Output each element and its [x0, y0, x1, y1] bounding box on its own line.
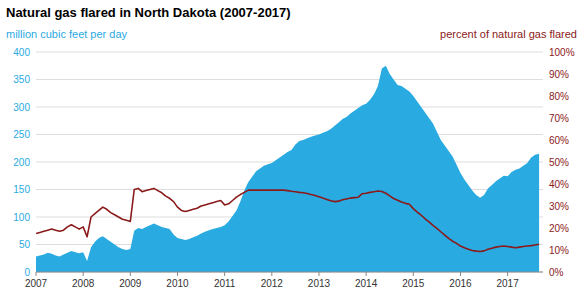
y2-tick-label: 60%	[549, 135, 569, 146]
y2-tick-label: 100%	[549, 47, 575, 58]
y2-tick-label: 80%	[549, 91, 569, 102]
x-tick-label: 2015	[402, 278, 425, 289]
x-tick-label: 2009	[119, 278, 142, 289]
y-tick-label: 250	[13, 129, 30, 140]
x-tick-label: 2008	[72, 278, 95, 289]
y-tick-label: 300	[13, 102, 30, 113]
x-axis-line	[36, 272, 543, 273]
area	[36, 66, 539, 272]
line	[36, 188, 539, 251]
title: Natural gas flared in North Dakota (2007…	[6, 5, 291, 20]
y-tick-label: 100	[13, 212, 30, 223]
y2-tick-label: 70%	[549, 113, 569, 124]
x-tick	[130, 272, 131, 276]
x-tick	[507, 272, 508, 276]
grid-line	[36, 79, 543, 80]
x-tick-label: 2012	[261, 278, 284, 289]
x-tick	[318, 272, 319, 276]
y-tick-label: 200	[13, 157, 30, 168]
x-tick-label: 2010	[166, 278, 189, 289]
grid	[36, 52, 543, 272]
y2-tick-label: 30%	[549, 201, 569, 212]
grid-line	[36, 272, 543, 273]
x-tick	[271, 272, 272, 276]
y-tick-label: 400	[13, 47, 30, 58]
y2-tick-label: 50%	[549, 157, 569, 168]
x-tick	[224, 272, 225, 276]
x-tick-label: 2014	[355, 278, 378, 289]
y2-tick-label: 10%	[549, 245, 569, 256]
x-tick-label: 2013	[308, 278, 331, 289]
x-tick-label: 2017	[497, 278, 520, 289]
x-tick	[460, 272, 461, 276]
y-axis-label: million cubic feet per day	[6, 28, 128, 40]
y-tick-label: 150	[13, 184, 30, 195]
y2-tick-label: 0%	[549, 267, 564, 278]
x-tick	[366, 272, 367, 276]
y2-axis-label: percent of natural gas flared	[440, 28, 577, 40]
x-tick	[177, 272, 178, 276]
x-tick-label: 2011	[214, 278, 236, 289]
chart: Natural gas flared in North Dakota (2007…	[0, 0, 583, 299]
x-tick	[83, 272, 84, 276]
grid-line	[36, 52, 543, 53]
grid-line	[36, 107, 543, 108]
y-tick-label: 0	[24, 267, 30, 278]
y-tick-label: 350	[13, 74, 30, 85]
x-tick-label: 2007	[25, 278, 48, 289]
x-tick	[413, 272, 414, 276]
y2-tick-label: 40%	[549, 179, 569, 190]
grid-line	[36, 134, 543, 135]
y-tick-label: 50	[19, 239, 31, 250]
y2-tick-label: 90%	[549, 69, 569, 80]
x-tick	[36, 272, 37, 276]
x-tick-label: 2016	[449, 278, 472, 289]
y2-tick-label: 20%	[549, 223, 569, 234]
plot-area	[36, 66, 539, 272]
